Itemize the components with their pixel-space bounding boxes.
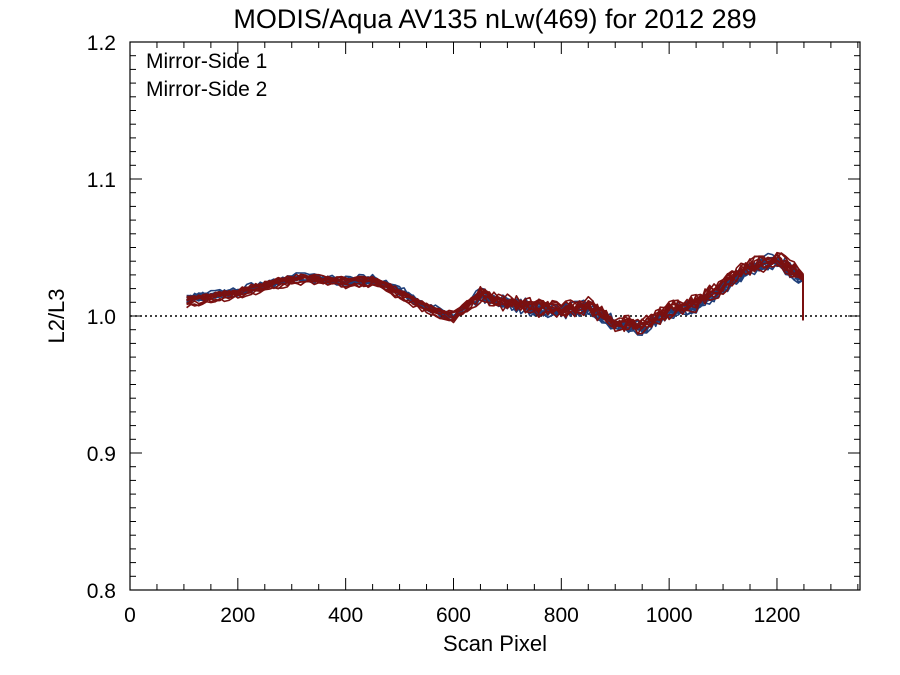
x-tick-label: 600 <box>436 604 471 627</box>
x-tick-label: 200 <box>220 604 255 627</box>
x-tick-label: 1200 <box>754 604 801 627</box>
y-tick-label: 0.9 <box>87 443 116 466</box>
x-axis-tick-labels: 0 200 400 600 800 1000 1200 <box>124 604 800 627</box>
x-tick-label: 400 <box>328 604 363 627</box>
y-axis-label: L2/L3 <box>44 288 69 343</box>
legend-item-mirror-side-2: Mirror-Side 2 <box>146 78 267 101</box>
legend-item-mirror-side-1: Mirror-Side 1 <box>146 50 267 73</box>
x-axis-ticks <box>129 42 859 590</box>
y-tick-label: 1.2 <box>87 32 116 55</box>
x-tick-label: 800 <box>544 604 579 627</box>
y-tick-label: 1.1 <box>87 169 116 192</box>
series-line-mirror-side-2 <box>186 260 804 331</box>
x-tick-label: 1000 <box>646 604 693 627</box>
x-tick-label: 0 <box>124 604 136 627</box>
y-tick-label: 0.8 <box>87 580 116 603</box>
y-tick-label: 1.0 <box>87 306 116 329</box>
y-axis-ticks <box>130 41 860 591</box>
x-axis-label: Scan Pixel <box>443 631 547 656</box>
chart-title: MODIS/Aqua AV135 nLw(469) for 2012 289 <box>233 4 756 34</box>
y-axis-tick-labels: 0.8 0.9 1.0 1.1 1.2 <box>87 32 116 603</box>
series-line-mirror-side-2 <box>186 253 804 329</box>
series-lines <box>185 251 804 337</box>
